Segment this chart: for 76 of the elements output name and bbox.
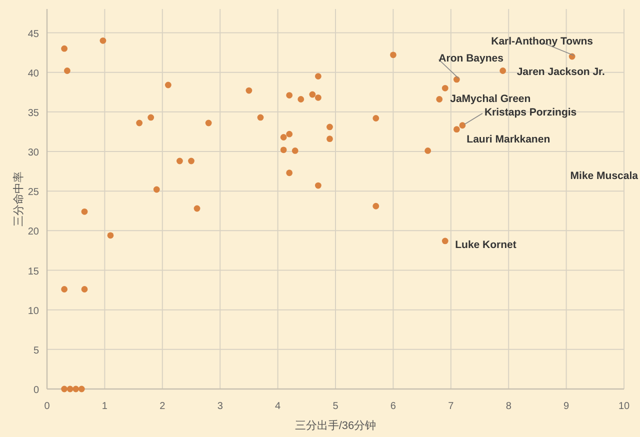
- point: [246, 87, 252, 94]
- point: [148, 114, 154, 121]
- point: [459, 122, 466, 129]
- point: [372, 115, 380, 122]
- annotation: Aron Baynes: [438, 52, 504, 64]
- point: [453, 126, 460, 133]
- point: [442, 238, 448, 244]
- point: [257, 114, 264, 121]
- point: [286, 92, 293, 98]
- annotation: Jaren Jackson Jr.: [516, 66, 606, 78]
- x-tick-label: 7: [448, 401, 454, 412]
- x-tick-label: 0: [44, 401, 50, 412]
- point: [500, 68, 506, 74]
- point: [372, 202, 380, 210]
- point: [314, 73, 322, 80]
- point: [81, 208, 88, 215]
- y-tick-label: 10: [28, 306, 40, 317]
- x-tick-label: 3: [217, 401, 224, 412]
- y-tick-label: 20: [28, 226, 40, 238]
- y-tick-label: 0: [33, 385, 40, 396]
- x-tick-label: 8: [506, 401, 512, 412]
- x-tick-label: 10: [618, 401, 630, 412]
- annotation: Karl-Anthony Towns: [491, 36, 594, 48]
- annotation: JaMychal Green: [450, 93, 531, 106]
- annotation: Luke Kornet: [455, 238, 517, 251]
- y-tick-label: 25: [28, 187, 40, 198]
- y-tick-label: 15: [28, 266, 40, 278]
- point: [61, 286, 68, 292]
- point: [136, 120, 143, 126]
- point: [314, 182, 322, 189]
- point: [326, 136, 333, 142]
- annotation: Mike Muscala: [570, 170, 638, 182]
- point: [153, 186, 160, 193]
- point: [280, 134, 287, 140]
- y-tick-label: 40: [28, 68, 40, 80]
- point: [81, 286, 88, 292]
- point: [286, 170, 293, 176]
- x-axis-title: 三分出手/36分钟: [294, 419, 376, 432]
- point: [107, 232, 114, 239]
- point: [453, 76, 460, 83]
- point: [390, 52, 396, 58]
- point: [436, 96, 443, 102]
- point: [298, 96, 304, 102]
- y-tick-label: 35: [28, 108, 40, 119]
- y-tick-label: 5: [33, 345, 40, 356]
- point: [280, 146, 287, 154]
- point: [66, 386, 74, 392]
- point: [442, 84, 448, 92]
- annotation: Kristaps Porzingis: [484, 106, 577, 118]
- y-tick-label: 30: [28, 148, 40, 158]
- point: [164, 82, 172, 88]
- point: [64, 68, 70, 74]
- x-tick-label: 6: [390, 401, 396, 412]
- point: [61, 386, 68, 392]
- point: [194, 205, 200, 212]
- point: [72, 386, 80, 392]
- point: [188, 158, 194, 164]
- annotation: Lauri Markkanen: [466, 133, 550, 146]
- point: [100, 37, 106, 44]
- point: [292, 148, 298, 154]
- x-tick-label: 1: [102, 401, 108, 412]
- point: [78, 386, 85, 392]
- point: [314, 94, 322, 101]
- x-tick-label: 5: [332, 401, 339, 412]
- y-axis-title: 三分命中率: [12, 172, 25, 226]
- x-tick-label: 9: [564, 401, 570, 412]
- x-tick-label: 2: [160, 401, 166, 412]
- point: [205, 120, 212, 126]
- point: [326, 124, 333, 130]
- point: [424, 148, 432, 154]
- point: [309, 91, 316, 98]
- point: [286, 130, 293, 138]
- y-tick-label: 45: [28, 28, 40, 40]
- x-tick-label: 4: [275, 401, 282, 412]
- point: [176, 158, 183, 164]
- point: [61, 45, 68, 52]
